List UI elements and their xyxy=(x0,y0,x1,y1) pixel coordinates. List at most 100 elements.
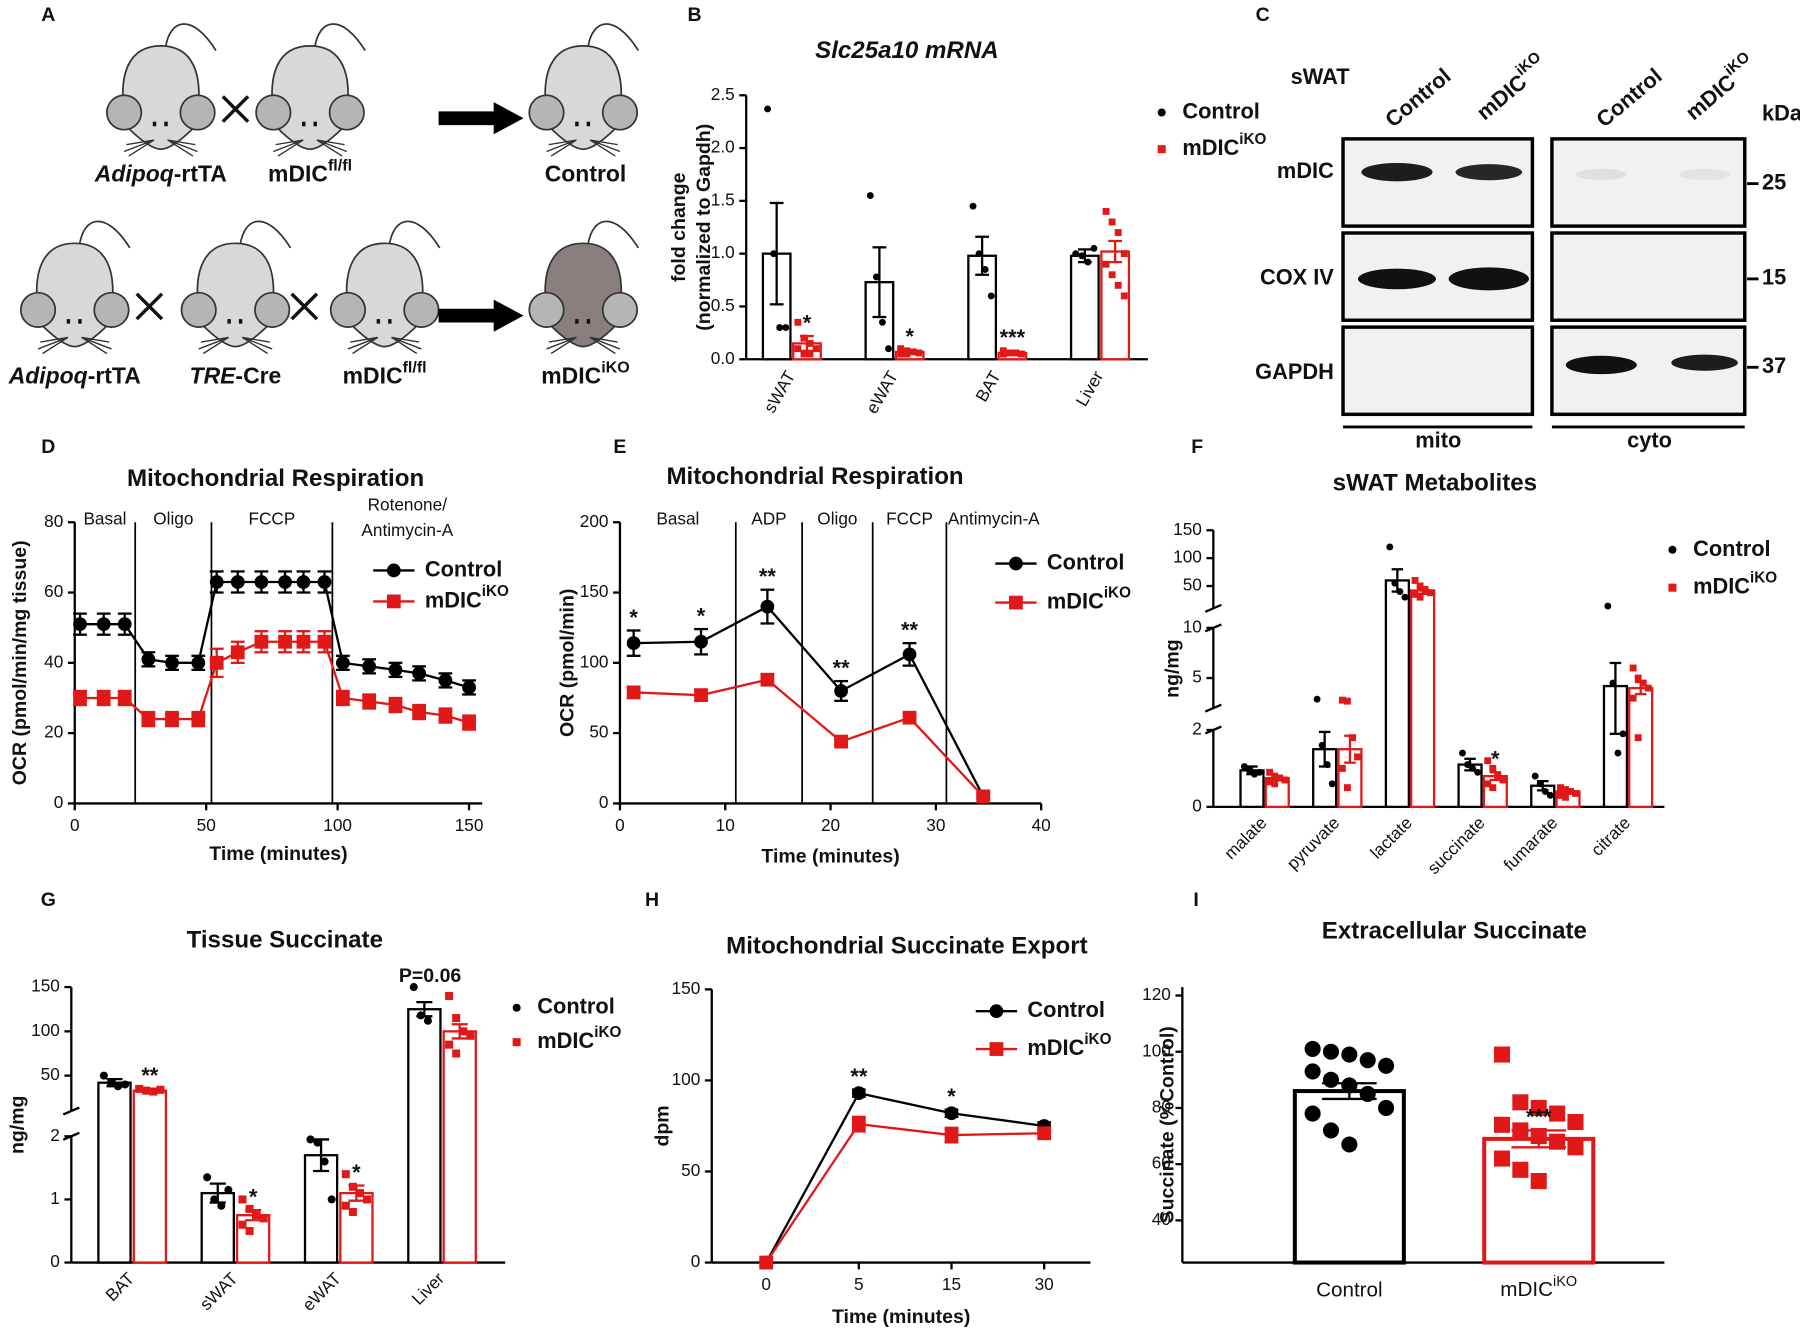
mouse-whisker xyxy=(548,139,577,146)
legend-marker xyxy=(1009,595,1023,610)
y-tick-label: 200 xyxy=(580,511,609,531)
data-point xyxy=(759,1255,774,1270)
phase-label: Rotenone/ xyxy=(368,495,448,515)
error-bar xyxy=(313,1138,330,1173)
data-point xyxy=(1266,778,1274,786)
mouse-whisker xyxy=(242,336,270,343)
data-point xyxy=(1644,684,1652,692)
data-point xyxy=(806,339,814,347)
error-bar xyxy=(1391,568,1404,593)
italic-part: Adipoq xyxy=(8,363,88,389)
lane-label: Control xyxy=(1591,63,1666,132)
y-tick-label: 40 xyxy=(1152,1209,1171,1229)
axis-break xyxy=(1204,603,1222,613)
data-point xyxy=(1256,768,1264,776)
x-tick-label: BAT xyxy=(101,1268,138,1305)
superscript: iKO xyxy=(1750,570,1777,587)
error-bar xyxy=(1318,730,1331,768)
data-point xyxy=(944,1106,959,1121)
bar xyxy=(200,1191,235,1264)
legend-marker xyxy=(989,1004,1004,1019)
data-point xyxy=(1493,1116,1511,1133)
data-point xyxy=(760,672,775,687)
y-tick-label: 1.5 xyxy=(711,189,735,209)
data-point xyxy=(1411,590,1419,598)
blot-band xyxy=(1565,355,1637,375)
error-bar xyxy=(1322,1082,1377,1101)
mouse-eye xyxy=(586,121,591,127)
data-point xyxy=(1493,1046,1511,1063)
mouse-whisker xyxy=(277,139,304,157)
panel-letter: C xyxy=(1256,4,1270,26)
error-bar xyxy=(1489,771,1502,782)
error-bar xyxy=(1077,248,1092,264)
data-point xyxy=(191,655,206,670)
mouse-eye xyxy=(376,319,381,324)
data-point xyxy=(1304,1105,1321,1122)
series-name: Control xyxy=(1047,549,1124,574)
data-point xyxy=(388,662,403,677)
mouse-whisker xyxy=(316,139,348,153)
mouse-whisker xyxy=(37,336,69,350)
y-tick-label: 1 xyxy=(50,1188,60,1208)
x-tick-label: Liver xyxy=(408,1268,449,1309)
y-tick-label: 100 xyxy=(672,1069,701,1089)
data-point xyxy=(1090,244,1098,252)
mouse-eye xyxy=(302,121,306,127)
data-point xyxy=(851,1086,866,1101)
error-bar xyxy=(1416,585,1429,595)
y-tick-label: 80 xyxy=(1152,1096,1171,1116)
error-bar xyxy=(416,1000,433,1018)
data-point xyxy=(1359,1052,1376,1069)
mouse-whisker xyxy=(550,336,577,355)
data-point xyxy=(117,691,132,705)
mouse-ear xyxy=(106,94,143,131)
blot-box xyxy=(1341,137,1535,228)
mouse-whisker xyxy=(81,336,108,355)
cross xyxy=(135,292,164,321)
legend-marker xyxy=(989,1042,1004,1056)
series-name: Control xyxy=(1027,997,1104,1022)
data-point xyxy=(1114,229,1122,236)
data-point xyxy=(834,734,848,749)
data-point xyxy=(245,1226,254,1235)
data-point xyxy=(278,634,292,649)
significance: * xyxy=(352,1160,361,1185)
panel-letter: E xyxy=(613,436,626,458)
data-point xyxy=(459,1027,468,1036)
legend-label: Control xyxy=(537,994,614,1019)
mouse-whisker xyxy=(81,336,110,343)
significance: *** xyxy=(1526,1105,1552,1130)
data-point xyxy=(915,349,923,357)
data-point xyxy=(902,647,917,662)
y-axis-label: ng/mg xyxy=(1161,639,1183,697)
data-point xyxy=(1572,789,1580,797)
significance: ** xyxy=(850,1064,867,1089)
data-point xyxy=(897,350,905,358)
data-point xyxy=(981,266,989,273)
data-point xyxy=(224,1185,233,1194)
mouse-whisker xyxy=(167,139,198,153)
x-tick-label: succinate xyxy=(1423,813,1489,879)
mouse-whisker xyxy=(316,139,345,146)
error-bar xyxy=(245,1208,262,1222)
data-point xyxy=(341,1201,350,1210)
x-tick-label: BAT xyxy=(971,367,1005,405)
y-tick-label: 0 xyxy=(691,1251,701,1271)
data-point xyxy=(1354,753,1361,761)
data-point xyxy=(1338,696,1346,704)
y-tick-label: 150 xyxy=(31,976,60,996)
data-point xyxy=(296,634,311,649)
y-tick-label: 150 xyxy=(1173,519,1202,539)
data-point xyxy=(1304,1040,1321,1057)
data-point xyxy=(1531,772,1539,780)
data-point xyxy=(1018,350,1025,358)
series-name: Control xyxy=(1693,536,1770,561)
data-point xyxy=(296,575,311,589)
series-line xyxy=(633,678,985,798)
arrow xyxy=(438,102,524,135)
data-point xyxy=(987,292,995,300)
data-point xyxy=(121,1080,130,1089)
y-tick-label: 0.5 xyxy=(711,295,735,315)
mouse-whisker xyxy=(589,336,621,350)
